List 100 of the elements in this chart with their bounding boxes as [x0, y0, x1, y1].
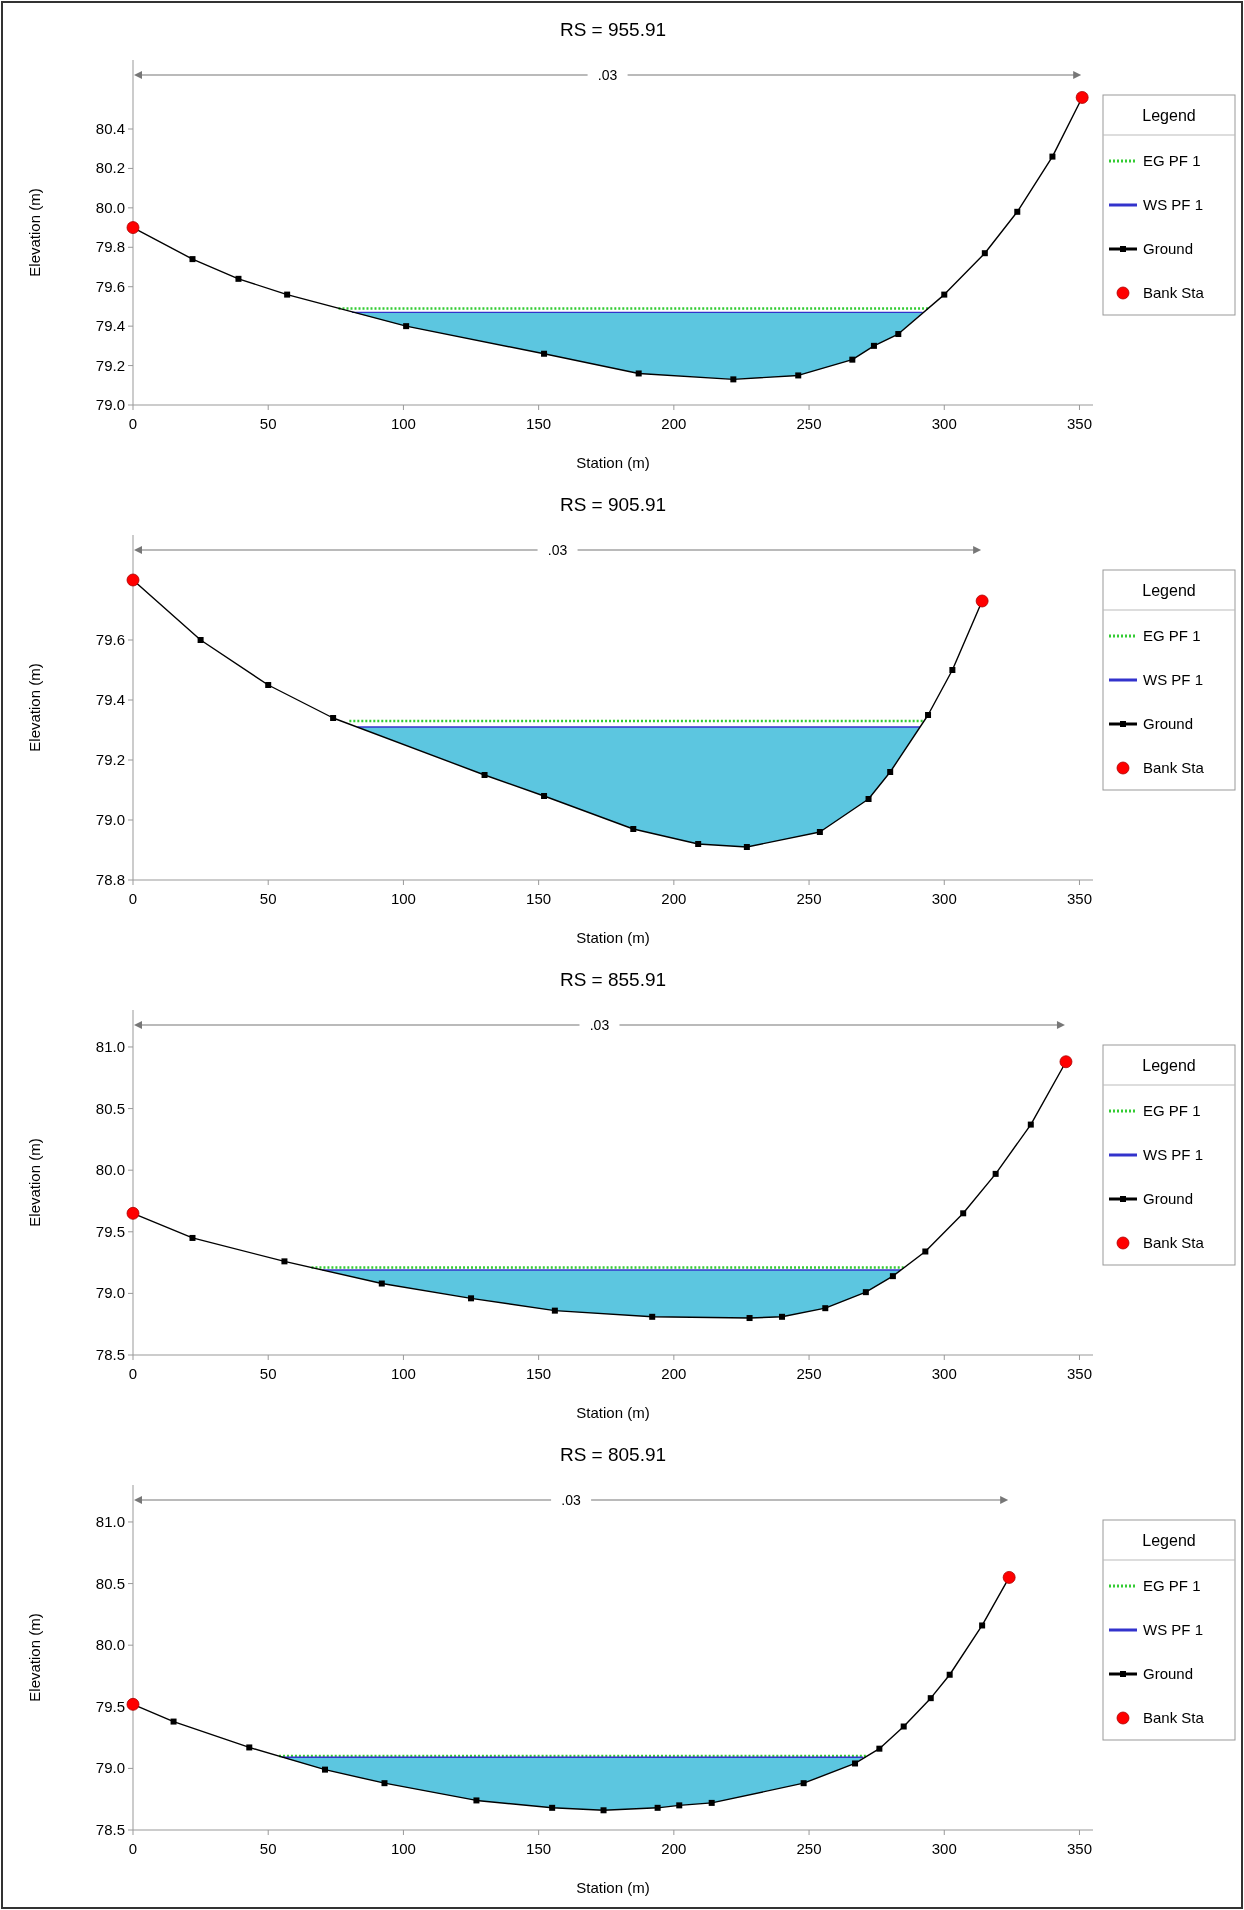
- legend-label: Ground: [1143, 715, 1194, 732]
- legend-label: EG PF 1: [1143, 1577, 1201, 1594]
- point: [281, 1258, 288, 1265]
- x-tick-label: 0: [128, 1840, 138, 1857]
- y-axis-title: Elevation (m): [26, 1613, 43, 1702]
- y-tick-label: 80.5: [95, 1574, 125, 1592]
- x-tick-label: 150: [526, 415, 552, 432]
- y-tick-label: 78.8: [95, 871, 125, 888]
- point: [870, 342, 877, 349]
- x-tick-label: 50: [259, 415, 277, 432]
- y-tick-label: 79.4: [95, 691, 125, 708]
- point: [708, 1799, 715, 1806]
- x-tick-label: 150: [526, 1840, 552, 1857]
- point: [895, 331, 902, 338]
- point: [927, 1695, 934, 1702]
- y-tick-label: 81.0: [95, 1037, 125, 1055]
- x-tick-label: 0: [128, 415, 138, 432]
- chart-title: RS = 905.91: [559, 494, 667, 515]
- x-tick-label: 50: [259, 890, 277, 907]
- point: [551, 1307, 558, 1314]
- x-tick-label: 350: [1066, 1840, 1092, 1857]
- y-tick-label: 79.4: [95, 317, 125, 335]
- x-tick-label: 200: [661, 1365, 687, 1382]
- y-tick-label: 79.6: [95, 277, 125, 295]
- legend-label: WS PF 1: [1143, 196, 1204, 213]
- point: [862, 1289, 869, 1296]
- x-tick-label: 100: [390, 1365, 416, 1382]
- annotation: .03: [561, 1492, 582, 1508]
- legend-label: Bank Sta: [1143, 284, 1205, 301]
- legend-label: Ground: [1143, 240, 1194, 257]
- legend-title: Legend: [1142, 582, 1196, 599]
- y-axis-title: Elevation (m): [26, 663, 43, 752]
- point: [949, 667, 956, 673]
- y-tick-label: 79.6: [95, 631, 125, 648]
- point: [265, 682, 272, 688]
- y-tick-label: 79.0: [95, 396, 125, 413]
- point: [992, 1170, 999, 1177]
- x-tick-label: 0: [128, 890, 138, 907]
- point: [876, 1745, 883, 1752]
- point: [654, 1804, 661, 1811]
- legend-label: WS PF 1: [1143, 1146, 1204, 1163]
- point: [900, 1723, 907, 1730]
- annotation: .03: [547, 542, 568, 558]
- x-tick-label: 300: [931, 415, 957, 432]
- point: [852, 1760, 859, 1767]
- point: [126, 1697, 140, 1711]
- y-tick-label: 79.0: [95, 1284, 125, 1302]
- point: [630, 826, 637, 832]
- point: [378, 1280, 385, 1287]
- point: [649, 1313, 656, 1320]
- point: [126, 573, 140, 587]
- point: [481, 772, 488, 778]
- y-tick-label: 79.2: [95, 356, 125, 374]
- point: [600, 1807, 607, 1814]
- y-axis-title: Elevation (m): [26, 1138, 43, 1227]
- x-tick-label: 350: [1066, 890, 1092, 907]
- annotation: .03: [597, 67, 618, 83]
- point: [676, 1802, 683, 1809]
- x-tick-label: 100: [390, 1840, 416, 1857]
- x-tick-label: 150: [526, 1365, 552, 1382]
- point: [800, 1780, 807, 1787]
- point: [1014, 208, 1021, 215]
- x-axis-title: Station (m): [576, 1879, 650, 1896]
- point: [284, 291, 291, 298]
- chart-title: RS = 805.91: [559, 1444, 667, 1465]
- point: [126, 1206, 140, 1220]
- point: [889, 1273, 896, 1280]
- x-tick-label: 350: [1066, 1365, 1092, 1382]
- y-tick-label: 80.2: [95, 159, 125, 177]
- x-tick-label: 50: [259, 1840, 277, 1857]
- legend-label: EG PF 1: [1143, 1102, 1201, 1119]
- legend-label: Bank Sta: [1143, 1709, 1205, 1726]
- x-tick-label: 100: [390, 890, 416, 907]
- x-tick-label: 0: [128, 1365, 138, 1382]
- point: [549, 1804, 556, 1811]
- point: [541, 350, 548, 357]
- x-tick-label: 300: [931, 1365, 957, 1382]
- point: [946, 1671, 953, 1678]
- y-tick-label: 81.0: [95, 1512, 125, 1530]
- point: [468, 1295, 475, 1302]
- y-tick-label: 79.0: [95, 1759, 125, 1777]
- point: [473, 1797, 480, 1804]
- point: [322, 1766, 328, 1773]
- y-tick-label: 78.5: [95, 1821, 125, 1838]
- legend-label: Bank Sta: [1143, 1234, 1205, 1251]
- x-tick-label: 150: [526, 890, 552, 907]
- point: [1059, 1055, 1073, 1069]
- point: [922, 1248, 929, 1255]
- y-tick-label: 80.0: [95, 1161, 125, 1179]
- point: [330, 715, 337, 721]
- x-axis-title: Station (m): [576, 454, 650, 471]
- y-tick-label: 80.0: [95, 198, 125, 216]
- legend-label: EG PF 1: [1143, 152, 1201, 169]
- point: [381, 1780, 388, 1787]
- x-tick-label: 350: [1066, 415, 1092, 432]
- point: [695, 841, 702, 847]
- y-tick-label: 79.5: [95, 1697, 125, 1715]
- point: [1049, 153, 1056, 160]
- point: [189, 256, 196, 263]
- legend-title: Legend: [1142, 1057, 1196, 1074]
